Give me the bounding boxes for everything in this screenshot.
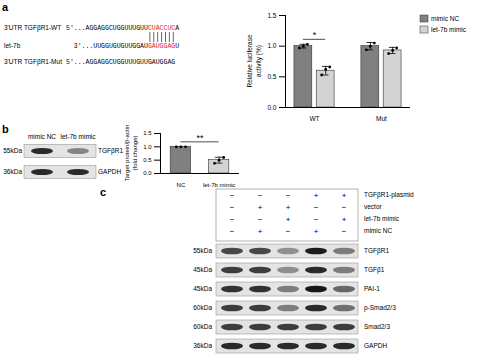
svg-text:−: − [230, 215, 235, 224]
svg-text:5'...AGGAGGCUGGUUUGUUGAUGGAG: 5'...AGGAGGCUGGUUUGUUGAUGGAG [66, 59, 175, 66]
svg-text:let-7b mimic: let-7b mimic [364, 215, 400, 222]
svg-text:TGFβ1: TGFβ1 [364, 266, 385, 274]
svg-text:−: − [314, 215, 319, 224]
svg-text:−: − [286, 227, 291, 236]
svg-text:TGFβR1-plasmid: TGFβR1-plasmid [364, 191, 414, 199]
svg-text:−: − [230, 227, 235, 236]
svg-text:WT: WT [309, 115, 319, 122]
svg-text:TGFβR1: TGFβR1 [364, 247, 389, 255]
svg-text:(fold change): (fold change) [132, 135, 138, 170]
svg-text:60kDa: 60kDa [193, 323, 212, 330]
svg-text:0.5: 0.5 [143, 157, 152, 163]
svg-text:36kDa: 36kDa [3, 168, 22, 175]
svg-text:Relative luciferase: Relative luciferase [246, 34, 253, 87]
svg-text:CUACCUC: CUACCUC [148, 25, 175, 32]
svg-text:0.0: 0.0 [143, 170, 152, 176]
svg-text:a: a [2, 1, 9, 13]
svg-text:mimic NC: mimic NC [431, 15, 459, 22]
svg-text:PAI-1: PAI-1 [364, 285, 380, 292]
svg-text:GAUGGAG: GAUGGAG [148, 43, 175, 50]
svg-text:3'UTR TGFβR1-Mut: 3'UTR TGFβR1-Mut [4, 58, 62, 66]
svg-text:GAPDH: GAPDH [98, 168, 121, 175]
svg-text:1.0: 1.0 [143, 144, 152, 150]
svg-text:NC: NC [177, 182, 186, 188]
svg-text:let-7b mimic: let-7b mimic [431, 26, 467, 33]
svg-text:+: + [286, 203, 291, 212]
svg-text:3'UTR TGFβR1-WT: 3'UTR TGFβR1-WT [4, 24, 61, 32]
svg-text:Smad2/3: Smad2/3 [364, 323, 390, 330]
svg-text:p-Smad2/3: p-Smad2/3 [364, 304, 396, 312]
svg-text:−: − [342, 227, 347, 236]
svg-text:+: + [314, 191, 319, 200]
svg-text:Mut: Mut [376, 115, 387, 122]
svg-text:+: + [314, 227, 319, 236]
svg-text:**: ** [196, 133, 204, 143]
svg-text:mimic NC: mimic NC [364, 227, 392, 234]
svg-text:45kDa: 45kDa [193, 266, 212, 273]
svg-text:*: * [313, 30, 317, 40]
svg-text:60kDa: 60kDa [193, 304, 212, 311]
svg-text:−: − [230, 191, 235, 200]
svg-text:GAPDH: GAPDH [364, 342, 387, 349]
svg-text:+: + [258, 227, 263, 236]
svg-text:+: + [286, 215, 291, 224]
svg-text:+: + [342, 191, 347, 200]
svg-text:vector: vector [364, 203, 383, 210]
svg-text:Target protein/β-actin: Target protein/β-actin [124, 125, 130, 181]
svg-text:U: U [175, 43, 179, 50]
svg-text:b: b [2, 123, 9, 135]
svg-text:activity (%): activity (%) [255, 45, 263, 77]
svg-text:−: − [314, 203, 319, 212]
svg-text:A: A [175, 25, 179, 32]
svg-text:mimic NC: mimic NC [28, 133, 56, 140]
svg-text:let-7b mimic: let-7b mimic [60, 133, 96, 140]
svg-text:−: − [342, 203, 347, 212]
svg-text:1.5: 1.5 [143, 130, 152, 136]
svg-text:36kDa: 36kDa [193, 342, 212, 349]
svg-text:1.0: 1.0 [267, 42, 276, 49]
svg-text:−: − [286, 191, 291, 200]
svg-text:5'...AGGAGGCUGGUUUGUU: 5'...AGGAGGCUGGUUUGUU [66, 25, 148, 32]
svg-text:−: − [230, 203, 235, 212]
svg-text:+: + [258, 203, 263, 212]
svg-text:let-7b: let-7b [4, 42, 21, 49]
svg-text:let-7b mimic: let-7b mimic [203, 182, 235, 188]
svg-text:TGFβR1: TGFβR1 [98, 147, 123, 155]
svg-text:1.5: 1.5 [267, 12, 276, 19]
svg-text:−: − [258, 215, 263, 224]
svg-text:+: + [342, 215, 347, 224]
svg-text:0.0: 0.0 [267, 104, 276, 111]
svg-text:45kDa: 45kDa [193, 285, 212, 292]
svg-text:55kDa: 55kDa [193, 247, 212, 254]
svg-text:−: − [258, 191, 263, 200]
svg-text:c: c [100, 186, 106, 198]
svg-text:3'...UUGGUGUGUUGGAU: 3'...UUGGUGUGUUGGAU [74, 43, 148, 50]
svg-text:55kDa: 55kDa [3, 147, 22, 154]
svg-text:0.5: 0.5 [267, 73, 276, 80]
